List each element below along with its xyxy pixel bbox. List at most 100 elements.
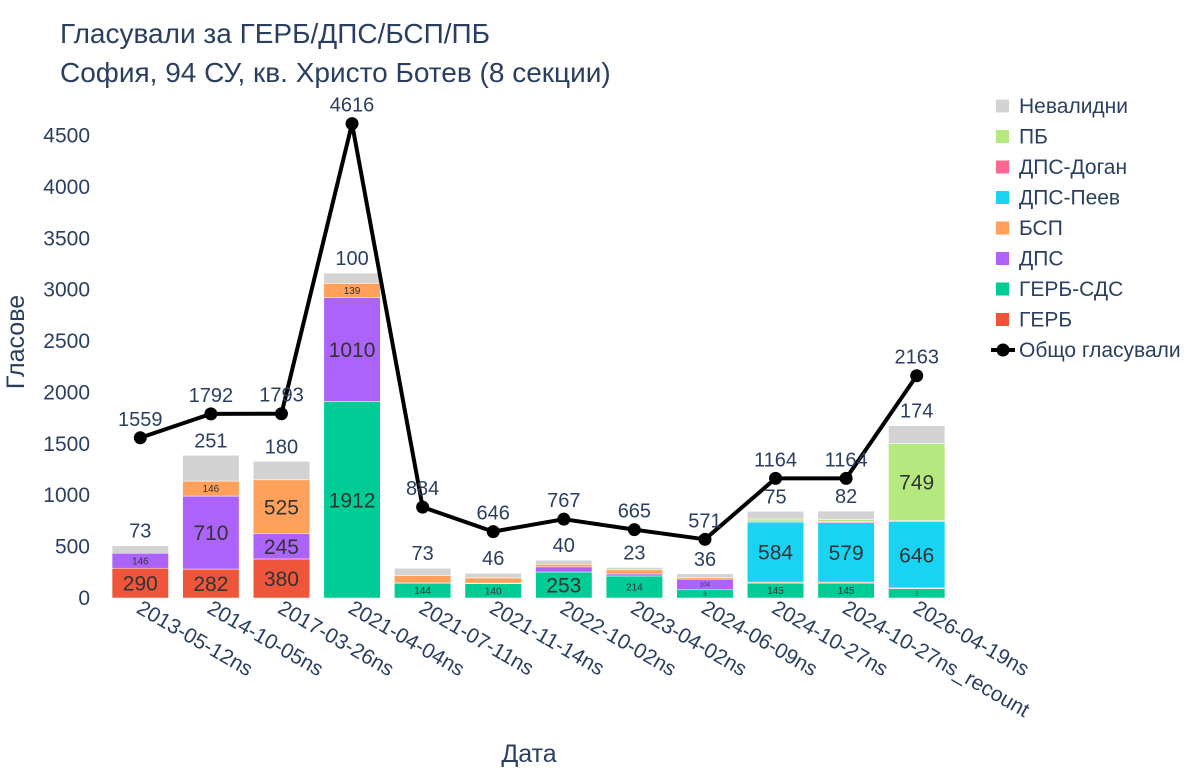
- bar-segment-8: [605, 567, 663, 571]
- segment-label: 139: [344, 286, 361, 297]
- total-votes-label: 665: [618, 501, 651, 523]
- bar-segment-8: [676, 573, 734, 578]
- bar-segment-4: [605, 569, 663, 575]
- bar-segment-7: [747, 518, 805, 522]
- bar-segment-5: [888, 521, 946, 589]
- bar-segment-8: [394, 567, 452, 576]
- total-votes-point: [698, 532, 712, 546]
- total-votes-line: [139, 121, 919, 542]
- y-tick-label: 4000: [43, 176, 90, 199]
- segment-label: 579: [829, 542, 864, 565]
- bar-segment-4: [394, 575, 452, 584]
- legend-label: Невалидни: [1019, 95, 1128, 118]
- legend-label: Общо гласували: [1019, 339, 1181, 362]
- legend-label: БСП: [1019, 217, 1063, 240]
- bar-segment-5: [747, 521, 805, 583]
- legend-swatch: [996, 282, 1009, 296]
- total-votes-label: 2163: [894, 347, 939, 369]
- segment-label: 245: [264, 536, 299, 559]
- legend-item[interactable]: Невалидни: [996, 95, 1128, 118]
- total-votes-label: 1164: [825, 449, 868, 471]
- legend-item[interactable]: Общо гласували: [991, 339, 1181, 362]
- bar-segment-8: [888, 425, 946, 444]
- bar-segment-4: [535, 564, 593, 568]
- bar-segment-2: [535, 571, 593, 599]
- y-tick-label: 0: [78, 587, 90, 610]
- legend-swatch: [996, 221, 1009, 235]
- segment-label: 253: [546, 575, 581, 598]
- legend-swatch: [996, 160, 1009, 174]
- legend-item[interactable]: ПБ: [996, 126, 1048, 149]
- legend-label: ДПС: [1019, 248, 1063, 271]
- y-tick-label: 2500: [43, 330, 90, 353]
- legend-swatch: [996, 99, 1009, 113]
- segment-label: 140: [485, 586, 502, 597]
- invalid-votes-label: 36: [694, 549, 716, 571]
- segment-label: 282: [193, 573, 228, 596]
- total-votes-label: 1793: [259, 385, 304, 407]
- bar-segment-8: [111, 545, 169, 554]
- legend-item[interactable]: БСП: [996, 217, 1063, 240]
- total-votes-point: [133, 431, 147, 445]
- segment-label: 145: [767, 586, 784, 597]
- bar-segment-8: [323, 272, 381, 284]
- legend-swatch: [996, 191, 1009, 204]
- total-votes-point: [274, 407, 288, 421]
- x-axis-title: Дата: [501, 740, 556, 768]
- legend-item[interactable]: ДПС: [996, 248, 1063, 271]
- total-votes-point: [204, 407, 218, 421]
- bar-segment-1: [111, 567, 169, 599]
- invalid-votes-label: 73: [412, 543, 434, 565]
- bar-segment-2: [323, 401, 381, 599]
- segment-label: 214: [626, 583, 643, 594]
- legend-swatch: [996, 313, 1009, 326]
- invalid-votes-label: 23: [623, 542, 645, 564]
- y-tick-label: 3500: [43, 227, 90, 250]
- segment-label: 1010: [329, 339, 376, 362]
- segment-label: 749: [899, 472, 934, 495]
- total-votes-label: 1792: [189, 385, 234, 407]
- bar-segment-8: [747, 511, 805, 520]
- segment-label: 146: [132, 556, 149, 567]
- legend-label: ДПС-Пеев: [1019, 187, 1120, 210]
- segment-label: 146: [203, 484, 220, 495]
- legend-label: ПБ: [1019, 126, 1048, 149]
- total-votes-point: [557, 512, 571, 526]
- total-votes-label: 646: [477, 503, 510, 525]
- invalid-votes-label: 251: [194, 430, 227, 452]
- total-votes-label: 1164: [754, 449, 797, 471]
- total-votes-point: [486, 525, 500, 539]
- total-votes-point: [345, 117, 359, 131]
- bar-segment-3: [323, 297, 381, 402]
- total-votes-point: [769, 471, 783, 485]
- segment-labels-layer: 290 282 380 1912 144 140 253 214 3 145 145 3 146 710 2…: [123, 248, 934, 598]
- legend-label: ГЕРБ: [1019, 309, 1072, 332]
- legend-marker: [996, 343, 1010, 357]
- segment-label: 145: [838, 586, 855, 597]
- total-votes-point: [416, 500, 430, 514]
- legend-item[interactable]: ДПС-Пеев: [996, 187, 1120, 210]
- bar-segment-7: [817, 519, 875, 522]
- segment-label: 290: [123, 573, 158, 596]
- segment-label: 3: [915, 592, 919, 598]
- segment-label: 104: [700, 583, 711, 589]
- total-votes-label: 571: [688, 510, 721, 532]
- legend-item[interactable]: ГЕРБ-СДС: [996, 278, 1123, 301]
- legend-item[interactable]: ГЕРБ: [996, 309, 1072, 332]
- y-tick-label: 500: [55, 536, 90, 559]
- y-tick-label: 3000: [43, 279, 90, 302]
- invalid-votes-label: 46: [482, 548, 504, 570]
- bar-segment-8: [252, 461, 310, 481]
- legend-item[interactable]: ДПС-Доган: [996, 156, 1127, 179]
- bar-segment-8: [817, 510, 875, 520]
- bar-segment-4: [252, 479, 310, 535]
- bar-segment-8: [182, 455, 240, 482]
- y-tick-label: 4500: [43, 125, 90, 148]
- bar-segment-4: [464, 577, 522, 584]
- total-votes-label: 884: [406, 478, 439, 500]
- bar-segment-3: [252, 533, 310, 560]
- segment-label: 1912: [329, 489, 376, 512]
- x-axis: 2013-05-12ns2014-10-05ns2017-03-26ns2021…: [133, 596, 1033, 722]
- bar-segment-8: [464, 572, 522, 579]
